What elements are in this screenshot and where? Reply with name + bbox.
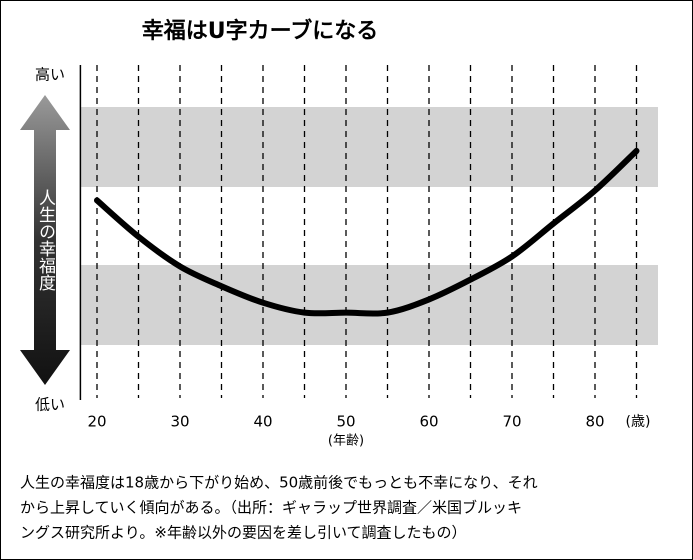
x-tick-label: 40 (253, 413, 272, 431)
axis-arrow (20, 95, 70, 385)
caption-line: から上昇していく傾向がある。（出所：ギャラップ世界調査／米国ブルッキ (20, 499, 522, 517)
x-tick-label: 60 (419, 413, 438, 431)
y-tick-label: 低い (35, 396, 65, 414)
band (81, 265, 658, 345)
x-axis-label: (年齢) (328, 434, 364, 449)
caption-line: 人生の幸福度は18歳から下がり始め、50歳前後でもっとも不幸になり、それ (20, 474, 538, 492)
x-tick-label: 20 (87, 413, 106, 431)
y-tick-label: 高い (35, 66, 65, 84)
band (81, 107, 658, 187)
y-axis-label: 人生の幸福度 (35, 189, 56, 291)
x-tick-label: 50 (336, 413, 355, 431)
x-tick-label: 30 (170, 413, 189, 431)
chart-title: 幸福はU字カーブになる (142, 18, 379, 44)
x-unit: (歳) (626, 414, 651, 430)
caption-line: ングス研究所より。※年齢以外の要因を差し引いて調査したもの） (20, 524, 467, 542)
data-line (94, 147, 640, 317)
x-tick-label: 70 (502, 413, 521, 431)
x-tick-label: 80 (585, 413, 604, 431)
